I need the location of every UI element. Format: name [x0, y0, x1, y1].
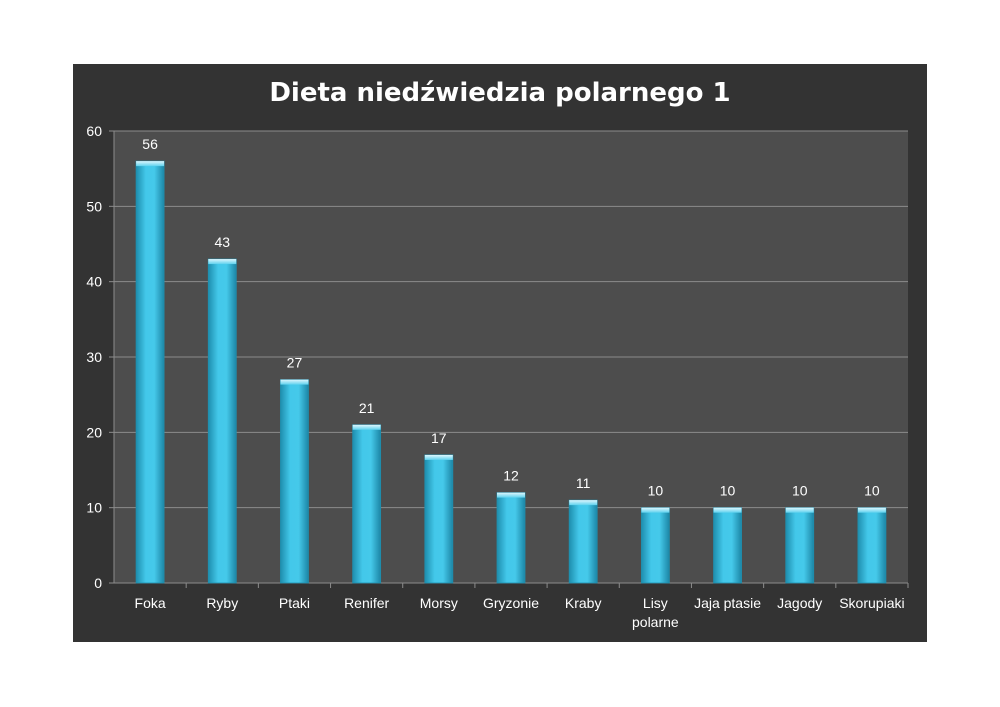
y-tick-label: 60 [86, 123, 102, 139]
x-tick-label: Skorupiaki [839, 595, 904, 611]
data-label: 43 [214, 234, 230, 250]
x-tick-label: Jaja ptasie [694, 595, 761, 611]
data-label: 10 [864, 483, 880, 499]
bar [207, 258, 237, 584]
x-tick-label: Renifer [344, 595, 389, 611]
bar [135, 160, 165, 584]
bar-cap [424, 454, 453, 460]
bar-cap [713, 507, 742, 513]
bar-cap [136, 161, 165, 167]
chart-title: Dieta niedźwiedzia polarnego 1 [269, 78, 731, 108]
x-tick-label: Gryzonie [483, 595, 539, 611]
bar-cap [208, 259, 237, 265]
bar-cap [352, 424, 381, 430]
data-label: 27 [287, 355, 303, 371]
data-label: 11 [576, 475, 591, 491]
x-tick-label: Kraby [565, 595, 602, 611]
x-tick-label: Ryby [206, 595, 238, 611]
bar [640, 507, 670, 584]
bar-cap [785, 507, 814, 513]
x-tick-label: Foka [135, 595, 166, 611]
bar [352, 424, 382, 584]
data-label: 10 [792, 483, 808, 499]
bar [785, 507, 815, 584]
data-label: 21 [359, 400, 375, 416]
bar-cap [497, 492, 525, 498]
bar-cap [280, 379, 309, 385]
y-tick-label: 0 [94, 575, 102, 591]
x-tick-label: Lisy [643, 595, 668, 611]
bar [713, 507, 742, 584]
x-tick-label: Morsy [420, 595, 458, 611]
bar [496, 492, 526, 584]
x-tick-label: Jagody [777, 595, 822, 611]
data-label: 17 [431, 430, 447, 446]
bar [857, 507, 887, 584]
y-tick-label: 30 [86, 349, 102, 365]
y-tick-label: 10 [86, 500, 102, 516]
y-tick-label: 20 [86, 424, 102, 440]
bar-cap [641, 507, 670, 513]
bar [280, 379, 309, 584]
y-tick-label: 40 [86, 274, 102, 290]
y-tick-label: 50 [86, 198, 102, 214]
bar-cap [857, 507, 886, 513]
x-tick-label: Ptaki [279, 595, 310, 611]
plot-area: 0 10 20 30 40 50 60 56 Foka 43 Ryby 27 Ptaki 21 Renife… [86, 123, 909, 630]
x-tick-label: polarne [632, 614, 679, 630]
bar [568, 499, 598, 584]
data-label: 12 [503, 468, 519, 484]
bar-cap [569, 500, 598, 506]
data-label: 10 [648, 483, 664, 499]
data-label: 10 [720, 483, 736, 499]
bar [424, 454, 454, 584]
data-label: 56 [142, 136, 158, 152]
